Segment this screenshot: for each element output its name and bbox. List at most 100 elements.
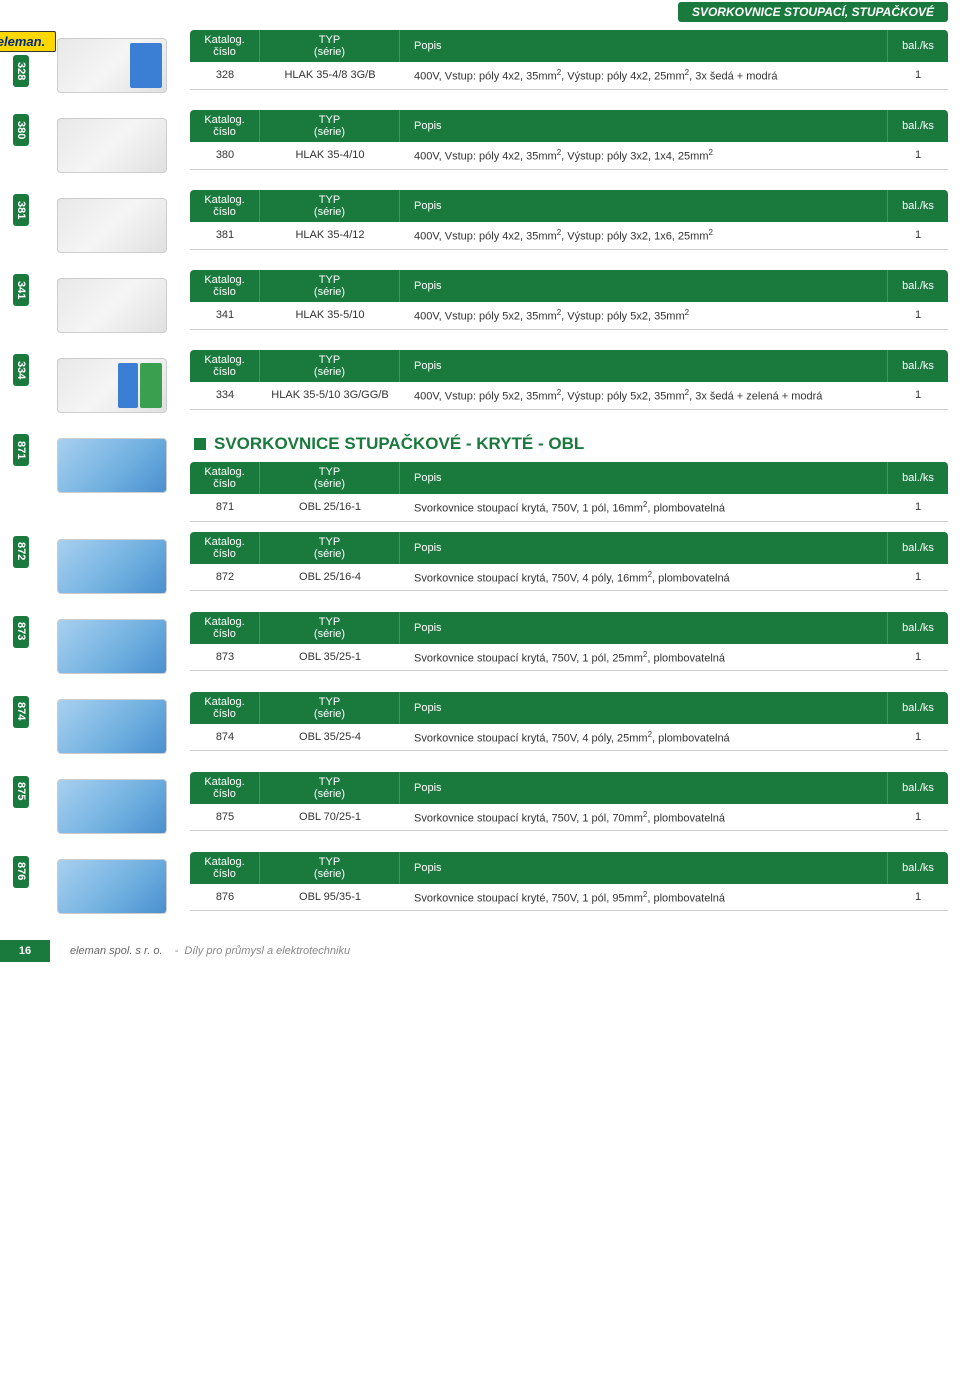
cell-popis: 400V, Vstup: póly 4x2, 35mm2, Výstup: pó…	[400, 62, 888, 90]
cell-bal: 1	[888, 884, 948, 912]
cell-kat: 334	[190, 382, 260, 410]
cell-typ: OBL 25/16-4	[260, 564, 400, 592]
table-row: 871OBL 25/16-1Svorkovnice stoupací krytá…	[190, 494, 948, 522]
product-section: 874Katalog.čísloTYP(série)Popisbal./ks87…	[0, 686, 960, 766]
table-header-bal: bal./ks	[888, 462, 948, 494]
product-section: eleman.328Katalog.čísloTYP(série)Popisba…	[0, 24, 960, 104]
table-header-bal: bal./ks	[888, 772, 948, 804]
table-row: 341HLAK 35-5/10400V, Vstup: póly 5x2, 35…	[190, 302, 948, 330]
table-header-kat: Katalog.číslo	[190, 190, 260, 222]
cell-typ: OBL 95/35-1	[260, 884, 400, 912]
table-header-typ: TYP(série)	[260, 190, 400, 222]
product-image	[42, 772, 182, 842]
table-header-typ: TYP(série)	[260, 532, 400, 564]
product-table: Katalog.čísloTYP(série)Popisbal./ks380HL…	[190, 110, 948, 170]
product-section: 380Katalog.čísloTYP(série)Popisbal./ks38…	[0, 104, 960, 184]
section-tab: 328	[13, 55, 29, 87]
table-header-popis: Popis	[400, 110, 888, 142]
table-row: 873OBL 35/25-1Svorkovnice stoupací krytá…	[190, 644, 948, 672]
product-section: 876Katalog.čísloTYP(série)Popisbal./ks87…	[0, 846, 960, 926]
cell-kat: 872	[190, 564, 260, 592]
cell-popis: Svorkovnice stoupací krytá, 750V, 1 pól,…	[400, 644, 888, 672]
table-header-typ: TYP(série)	[260, 350, 400, 382]
table-header-bal: bal./ks	[888, 270, 948, 302]
product-table: Katalog.čísloTYP(série)Popisbal./ks872OB…	[190, 532, 948, 592]
product-image	[42, 692, 182, 762]
square-icon	[194, 438, 206, 450]
cell-kat: 874	[190, 724, 260, 752]
cell-kat: 381	[190, 222, 260, 250]
cell-popis: Svorkovnice stoupací krytá, 750V, 1 pól,…	[400, 804, 888, 832]
cell-typ: OBL 35/25-1	[260, 644, 400, 672]
table-header-typ: TYP(série)	[260, 612, 400, 644]
product-section: 872Katalog.čísloTYP(série)Popisbal./ks87…	[0, 526, 960, 606]
table-row: 328HLAK 35-4/8 3G/B400V, Vstup: póly 4x2…	[190, 62, 948, 90]
table-header-popis: Popis	[400, 692, 888, 724]
table-header-kat: Katalog.číslo	[190, 532, 260, 564]
cell-typ: HLAK 35-5/10 3G/GG/B	[260, 382, 400, 410]
table-header-kat: Katalog.číslo	[190, 772, 260, 804]
product-section: 875Katalog.čísloTYP(série)Popisbal./ks87…	[0, 766, 960, 846]
page-header: SVORKOVNICE STOUPACÍ, STUPAČKOVÉ	[0, 0, 960, 24]
table-row: 381HLAK 35-4/12400V, Vstup: póly 4x2, 35…	[190, 222, 948, 250]
table-row: 334HLAK 35-5/10 3G/GG/B400V, Vstup: póly…	[190, 382, 948, 410]
product-section: 381Katalog.čísloTYP(série)Popisbal./ks38…	[0, 184, 960, 264]
product-image	[42, 612, 182, 682]
table-header-kat: Katalog.číslo	[190, 462, 260, 494]
product-image	[42, 270, 182, 340]
product-image	[42, 30, 182, 100]
page-footer: 16 eleman spol. s r. o. - Díly pro průmy…	[0, 940, 960, 962]
table-header-popis: Popis	[400, 612, 888, 644]
product-image	[42, 430, 182, 500]
section-tab: 381	[13, 194, 29, 226]
cell-kat: 328	[190, 62, 260, 90]
product-table: Katalog.čísloTYP(série)Popisbal./ks874OB…	[190, 692, 948, 752]
table-header-popis: Popis	[400, 30, 888, 62]
section-tab: 871	[13, 434, 29, 466]
table-header-typ: TYP(série)	[260, 462, 400, 494]
table-row: 874OBL 35/25-4Svorkovnice stoupací krytá…	[190, 724, 948, 752]
table-header-popis: Popis	[400, 350, 888, 382]
cell-popis: 400V, Vstup: póly 4x2, 35mm2, Výstup: pó…	[400, 222, 888, 250]
cell-kat: 876	[190, 884, 260, 912]
footer-dash: -	[169, 945, 185, 957]
table-header-bal: bal./ks	[888, 30, 948, 62]
table-row: 876OBL 95/35-1Svorkovnice stoupací kryté…	[190, 884, 948, 912]
cell-kat: 380	[190, 142, 260, 170]
product-section: 334Katalog.čísloTYP(série)Popisbal./ks33…	[0, 344, 960, 424]
section-tab: 334	[13, 354, 29, 386]
table-row: 380HLAK 35-4/10400V, Vstup: póly 4x2, 35…	[190, 142, 948, 170]
cell-popis: 400V, Vstup: póly 5x2, 35mm2, Výstup: pó…	[400, 302, 888, 330]
table-row: 872OBL 25/16-4Svorkovnice stoupací krytá…	[190, 564, 948, 592]
table-header-typ: TYP(série)	[260, 30, 400, 62]
product-table: Katalog.čísloTYP(série)Popisbal./ks328HL…	[190, 30, 948, 90]
page-title: SVORKOVNICE STOUPACÍ, STUPAČKOVÉ	[678, 2, 948, 22]
cell-bal: 1	[888, 382, 948, 410]
table-header-bal: bal./ks	[888, 852, 948, 884]
table-header-popis: Popis	[400, 532, 888, 564]
cell-typ: HLAK 35-4/8 3G/B	[260, 62, 400, 90]
section-tab: 872	[13, 536, 29, 568]
product-image	[42, 852, 182, 922]
section-tab: 341	[13, 274, 29, 306]
table-header-kat: Katalog.číslo	[190, 612, 260, 644]
section-tab: 875	[13, 776, 29, 808]
table-header-popis: Popis	[400, 852, 888, 884]
table-header-kat: Katalog.číslo	[190, 270, 260, 302]
table-header-kat: Katalog.číslo	[190, 110, 260, 142]
table-header-typ: TYP(série)	[260, 692, 400, 724]
cell-popis: Svorkovnice stoupací krytá, 750V, 1 pól,…	[400, 494, 888, 522]
table-header-bal: bal./ks	[888, 692, 948, 724]
product-table: Katalog.čísloTYP(série)Popisbal./ks876OB…	[190, 852, 948, 912]
cell-bal: 1	[888, 494, 948, 522]
cell-kat: 873	[190, 644, 260, 672]
product-image	[42, 110, 182, 180]
cell-typ: OBL 70/25-1	[260, 804, 400, 832]
product-image	[42, 350, 182, 420]
cell-bal: 1	[888, 62, 948, 90]
cell-bal: 1	[888, 644, 948, 672]
cell-bal: 1	[888, 142, 948, 170]
table-header-popis: Popis	[400, 270, 888, 302]
cell-popis: Svorkovnice stoupací kryté, 750V, 1 pól,…	[400, 884, 888, 912]
cell-typ: HLAK 35-4/12	[260, 222, 400, 250]
